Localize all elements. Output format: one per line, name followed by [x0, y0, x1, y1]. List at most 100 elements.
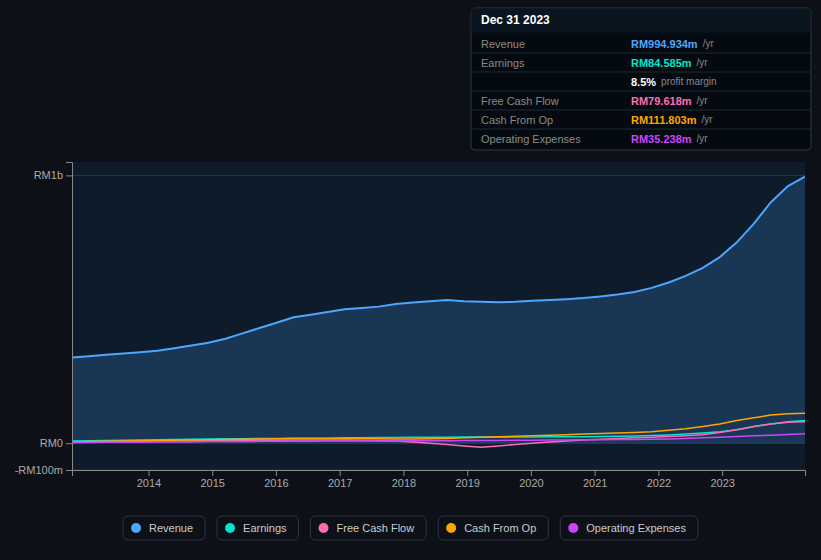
info-suffix: /yr — [697, 57, 709, 68]
tick: RM0 — [40, 437, 72, 449]
info-label: Cash From Op — [481, 114, 553, 126]
legend-swatch — [568, 523, 578, 533]
info-value: RM111.803m — [631, 114, 697, 126]
tick: 2018 — [392, 470, 416, 489]
info-suffix: profit margin — [661, 76, 717, 87]
tick: 2014 — [137, 470, 161, 489]
chart-container: 2014 2015 2016 2017 2018 2019 2020 2021 2022 2023… — [0, 0, 821, 560]
info-separator — [471, 110, 811, 111]
tick: 2023 — [710, 470, 734, 489]
info-label: Earnings — [481, 57, 525, 69]
line — [72, 413, 805, 442]
info-box: Dec 31 2023 Revenue RM994.934m/yr Earnings R… — [471, 8, 811, 150]
legend-item: Revenue — [123, 516, 205, 540]
info-header: Dec 31 2023 — [481, 13, 550, 27]
tick: 2017 — [328, 470, 352, 489]
info-label: Revenue — [481, 38, 525, 50]
legend-item: Cash From Op — [438, 516, 548, 540]
legend-box — [123, 516, 205, 540]
info-suffix: /yr — [697, 133, 709, 144]
tick-label: 2018 — [392, 477, 416, 489]
legend-swatch — [225, 523, 235, 533]
legend-box — [560, 516, 698, 540]
axis-line — [66, 163, 73, 471]
info-value: RM84.585m — [631, 57, 692, 69]
chart-svg: 2014 2015 2016 2017 2018 2019 2020 2021 2022 2023… — [0, 0, 821, 560]
legend-label: Earnings — [243, 522, 287, 534]
info-value: RM35.238m — [631, 133, 692, 145]
info-suffix: /yr — [697, 95, 709, 106]
tick-label: 2015 — [200, 477, 224, 489]
tick-label: 2016 — [264, 477, 288, 489]
background — [0, 0, 821, 560]
legend-item: Earnings — [217, 516, 298, 540]
area — [72, 177, 805, 443]
tick: 2020 — [519, 470, 543, 489]
legend-box — [311, 516, 427, 540]
tick-mark — [467, 470, 468, 476]
tick: 2022 — [647, 470, 671, 489]
legend-item: Free Cash Flow — [311, 516, 427, 540]
tick: -RM100m — [15, 464, 72, 476]
legend-box — [217, 516, 298, 540]
tick-mark — [595, 470, 596, 476]
tick-mark — [212, 470, 213, 476]
tick: 2021 — [583, 470, 607, 489]
tick-mark — [276, 470, 277, 476]
tick: 2015 — [200, 470, 224, 489]
tick: 2019 — [455, 470, 479, 489]
line — [72, 422, 805, 447]
plot-area — [72, 177, 805, 448]
tick-label: -RM100m — [15, 464, 63, 476]
info-separator — [471, 129, 811, 130]
tick-label: RM0 — [40, 437, 63, 449]
legend-swatch — [319, 523, 329, 533]
line — [72, 177, 805, 358]
legend-label: Operating Expenses — [586, 522, 686, 534]
axis-line — [73, 471, 806, 477]
tick-mark — [403, 470, 404, 476]
info-label: Operating Expenses — [481, 133, 581, 145]
tick-label: 2021 — [583, 477, 607, 489]
legend-label: Cash From Op — [464, 522, 536, 534]
legend-label: Free Cash Flow — [337, 522, 415, 534]
tick-mark — [66, 443, 72, 444]
line — [72, 434, 805, 443]
tick-label: 2022 — [647, 477, 671, 489]
legend-box — [438, 516, 548, 540]
tick: RM1b — [34, 169, 72, 181]
info-box-frame — [471, 8, 811, 150]
info-box-header-bg — [472, 9, 811, 33]
tick-mark — [66, 470, 72, 471]
info-separator — [471, 53, 811, 54]
info-suffix: /yr — [701, 114, 713, 125]
tick-mark — [340, 470, 341, 476]
x-axis: 2014 2015 2016 2017 2018 2019 2020 2021 2022 2023 — [73, 470, 806, 489]
info-suffix: /yr — [703, 38, 715, 49]
info-separator — [471, 72, 811, 73]
tick-label: 2019 — [455, 477, 479, 489]
tick-mark — [531, 470, 532, 476]
y-axis: -RM100m RM0 RM1b — [15, 163, 73, 477]
info-label: Free Cash Flow — [481, 95, 559, 107]
legend-label: Revenue — [149, 522, 193, 534]
tick-label: 2023 — [710, 477, 734, 489]
info-value: RM79.618m — [631, 95, 692, 107]
info-value: 8.5% — [631, 76, 656, 88]
info-separator — [471, 91, 811, 92]
tick-mark — [722, 470, 723, 476]
tick-label: 2020 — [519, 477, 543, 489]
legend-swatch — [446, 523, 456, 533]
tick-mark — [658, 470, 659, 476]
grid-line — [72, 175, 805, 176]
legend-item: Operating Expenses — [560, 516, 698, 540]
info-value: RM994.934m — [631, 38, 698, 50]
tick-label: 2017 — [328, 477, 352, 489]
tick-label: RM1b — [34, 169, 63, 181]
grid — [72, 175, 805, 470]
tick: 2016 — [264, 470, 288, 489]
tick-label: 2014 — [137, 477, 161, 489]
legend: Revenue Earnings Free Cash Flow Cash From O… — [123, 516, 698, 540]
tick-mark — [148, 470, 149, 476]
legend-swatch — [131, 523, 141, 533]
